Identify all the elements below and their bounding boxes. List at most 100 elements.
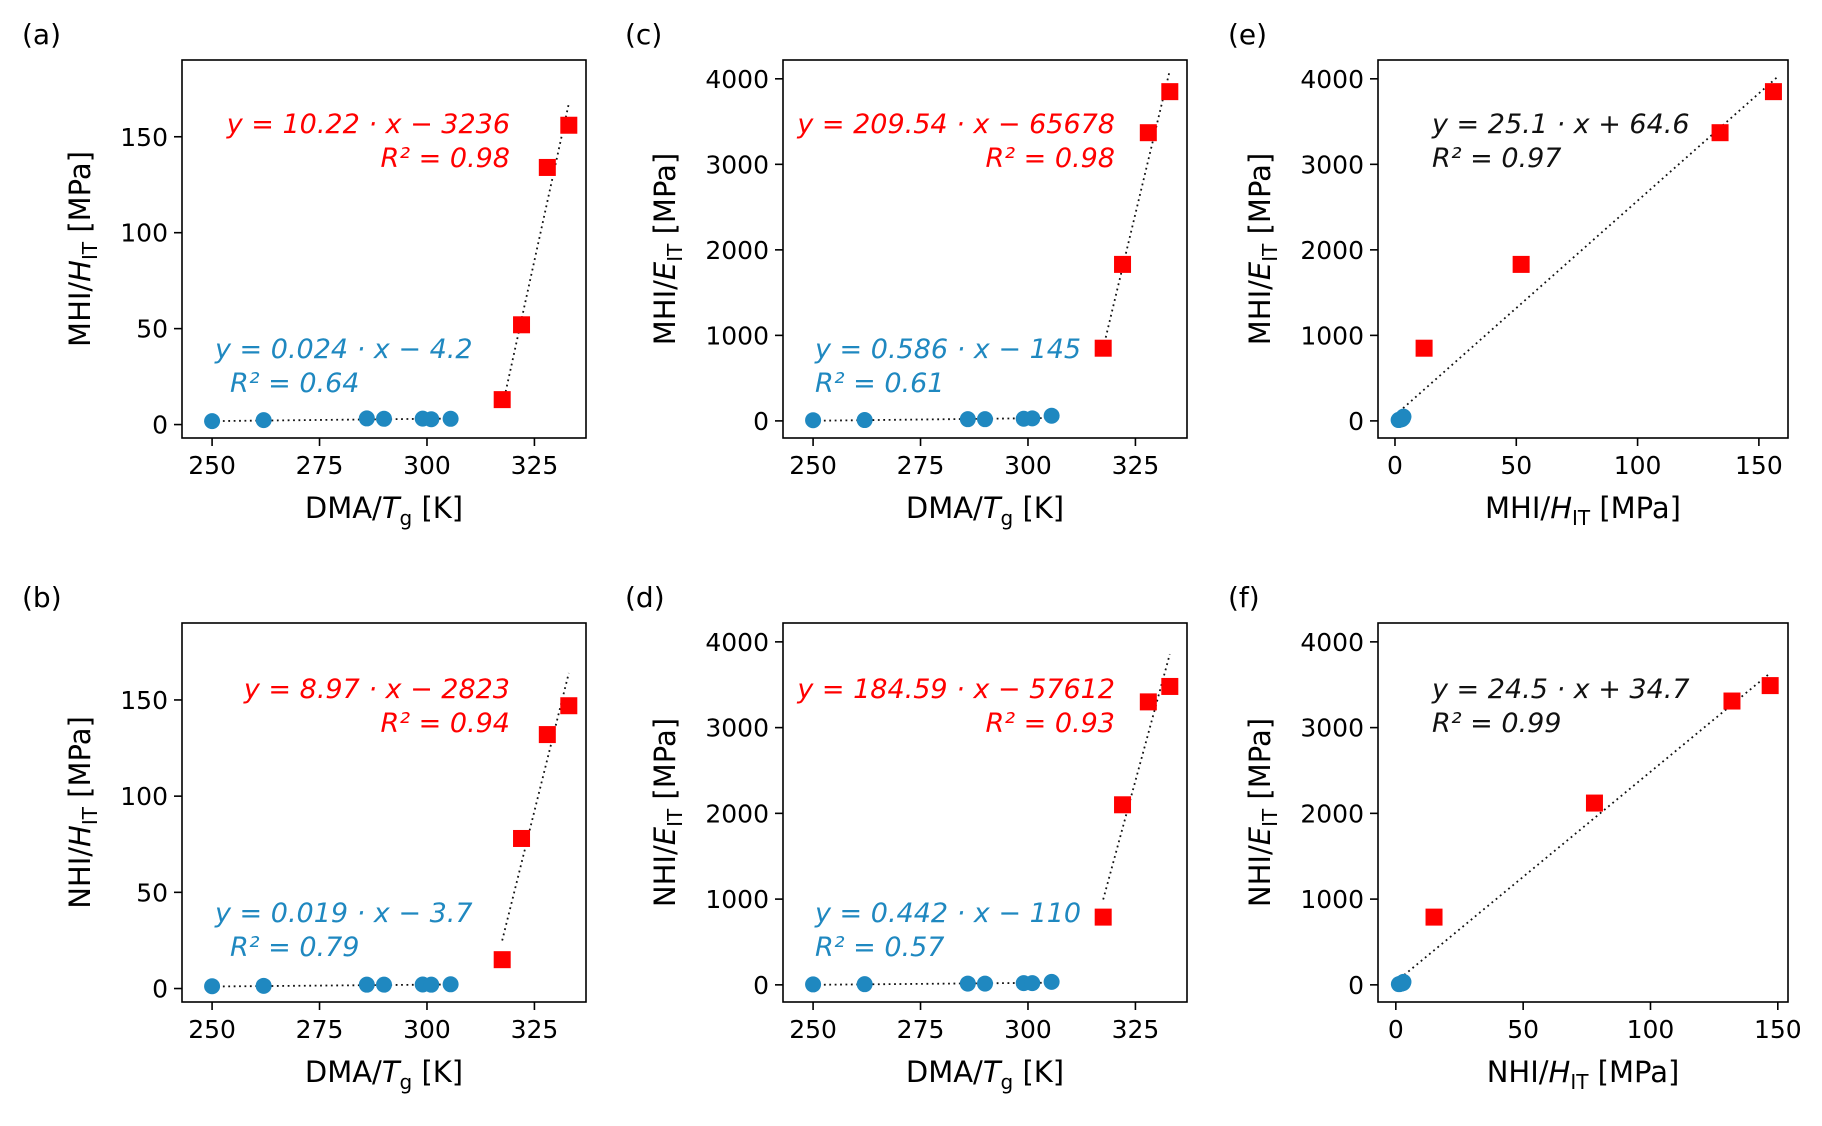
y-tick-label: 3000: [705, 150, 769, 179]
data-point-circle: [1043, 973, 1060, 990]
fit-equation: y = 0.442 · x − 110: [814, 898, 1081, 929]
fit-equation: y = 0.024 · x − 4.2: [214, 334, 473, 365]
x-axis-label: DMA/Tg [K]: [906, 1055, 1064, 1094]
data-point-circle: [1043, 407, 1060, 424]
data-point-square: [1139, 124, 1157, 142]
fit-equation: y = 25.1 · x + 64.6: [1431, 109, 1690, 140]
data-point-circle: [1024, 410, 1041, 427]
y-tick-label: 1000: [705, 885, 769, 914]
chart-panel: (f) 0 50 100 150 0 1000 2000 3000 4000 y = 24.5 · …: [1228, 581, 1802, 1094]
blue-fit-line: [212, 983, 451, 988]
data-point-square: [538, 726, 556, 744]
data-point-square: [1425, 908, 1443, 926]
y-tick-label: 0: [152, 975, 168, 1004]
panel-label: (e): [1228, 18, 1267, 51]
y-tick-label: 100: [120, 782, 168, 811]
y-tick-label: 1000: [705, 321, 769, 350]
x-tick-label: 300: [1004, 451, 1052, 480]
y-tick-label: 100: [120, 219, 168, 248]
fit-lines: [813, 70, 1171, 422]
data-point-circle: [1395, 408, 1412, 425]
red-fit-line: [501, 103, 570, 408]
fit-equation: y = 10.22 · x − 3236: [226, 109, 510, 140]
data-point-circle: [358, 410, 375, 427]
x-tick-label: 325: [511, 451, 559, 480]
fit-equation: y = 184.59 · x − 57612: [796, 674, 1115, 705]
chart-panel: (e) 0 50 100 150 0 1000 2000 3000 4000 y = 25.1 · …: [1228, 18, 1789, 530]
y-axis-label: NHI/EIT [MPa]: [648, 718, 687, 907]
y-tick-label: 1000: [1300, 885, 1364, 914]
data-point-circle: [805, 412, 822, 429]
fit-r-squared: R² = 0.61: [815, 368, 945, 399]
x-tick-label: 0: [1387, 451, 1403, 480]
y-tick-label: 3000: [705, 714, 769, 743]
data-point-circle: [423, 976, 440, 993]
fit-r-squared: R² = 0.79: [230, 932, 360, 963]
x-tick-label: 250: [188, 451, 236, 480]
x-tick-label: 275: [897, 1015, 945, 1044]
x-tick-label: 275: [296, 451, 344, 480]
red-fit-line: [501, 672, 570, 941]
data-point-circle: [959, 975, 976, 992]
data-point-square: [1161, 677, 1179, 695]
fit-lines: [212, 672, 570, 988]
data-point-circle: [977, 411, 993, 428]
fit-r-squared: R² = 0.97: [1432, 143, 1562, 174]
panel-label: (a): [22, 18, 61, 51]
data-point-circle: [1395, 973, 1412, 990]
x-axis-label: DMA/Tg [K]: [305, 1055, 463, 1094]
red-fit-line: [1102, 653, 1171, 900]
chart-panel: (c) 250 275 300 325 0 1000 2000 3000 4000 y = 0.58…: [625, 18, 1188, 530]
y-tick-label: 150: [120, 686, 168, 715]
fit-equation: y = 8.97 · x − 2823: [243, 674, 510, 705]
data-point-square: [1723, 692, 1741, 710]
data-point-square: [1764, 83, 1782, 101]
x-tick-label: 150: [1754, 1015, 1802, 1044]
y-tick-label: 0: [753, 407, 769, 436]
fit-r-squared: R² = 0.64: [230, 368, 360, 399]
y-tick-label: 50: [136, 878, 168, 907]
y-tick-label: 2000: [1300, 799, 1364, 828]
data-point-square: [1585, 794, 1603, 812]
x-tick-label: 325: [511, 1015, 559, 1044]
data-point-square: [1415, 339, 1433, 357]
fit-equation: y = 0.586 · x − 145: [814, 334, 1081, 365]
y-tick-label: 3000: [1300, 714, 1364, 743]
data-point-square: [560, 697, 578, 715]
data-point-circle: [255, 977, 272, 994]
fit-r-squared: R² = 0.98: [986, 143, 1116, 174]
data-point-circle: [442, 410, 459, 427]
axes-frame: [782, 622, 1188, 1003]
x-tick-label: 150: [1735, 451, 1783, 480]
x-tick-label: 100: [1614, 451, 1662, 480]
panel-label: (c): [625, 18, 662, 51]
data-point-square: [1114, 255, 1132, 273]
data-point-circle: [423, 411, 440, 428]
x-axis-label: DMA/Tg [K]: [906, 491, 1064, 530]
y-tick-label: 0: [1348, 407, 1364, 436]
y-tick-label: 2000: [1300, 236, 1364, 265]
blue-fit-line: [813, 981, 1052, 986]
panel-label: (f): [1228, 581, 1260, 614]
x-tick-label: 0: [1388, 1015, 1404, 1044]
data-point-square: [1711, 124, 1729, 142]
fit-r-squared: R² = 0.93: [986, 708, 1116, 739]
data-point-circle: [376, 976, 392, 993]
y-tick-label: 50: [136, 315, 168, 344]
y-axis-label: MHI/HIT [MPa]: [63, 151, 102, 347]
x-tick-label: 325: [1112, 1015, 1160, 1044]
y-axis-label: NHI/EIT [MPa]: [1243, 718, 1282, 907]
data-point-square: [1114, 796, 1132, 814]
fit-equation: y = 0.019 · x − 3.7: [214, 898, 473, 929]
data-point-circle: [805, 976, 822, 993]
fit-equation: y = 24.5 · x + 34.7: [1431, 674, 1690, 705]
axes-frame: [181, 59, 587, 439]
y-axis-label: NHI/HIT [MPa]: [63, 716, 102, 909]
data-point-circle: [856, 412, 873, 429]
chart-panel: (a) 250 275 300 325 0 50 100 150 y = 0.024 · x − …: [22, 18, 587, 530]
y-axis-label: MHI/EIT [MPa]: [648, 153, 687, 345]
x-tick-label: 300: [403, 451, 451, 480]
fit-equation: y = 209.54 · x − 65678: [796, 109, 1115, 140]
fit-r-squared: R² = 0.94: [381, 708, 511, 739]
